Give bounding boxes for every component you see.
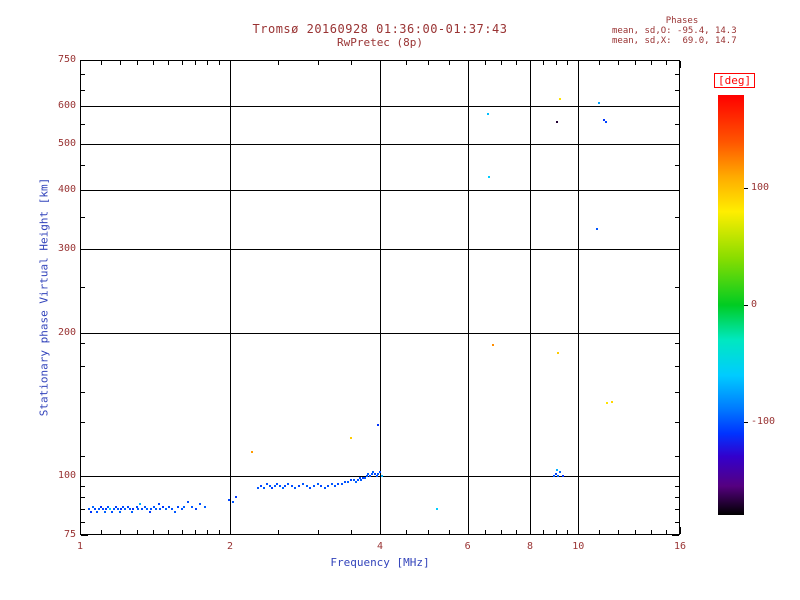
x-major-tick xyxy=(680,527,681,534)
colorbar-tick-label: 0 xyxy=(751,299,758,310)
x-tick-label: 6 xyxy=(464,541,471,552)
phase-stats-o-mode: mean, sd,O: -95.4, 14.3 xyxy=(612,26,737,36)
x-tick-label: 16 xyxy=(673,541,687,552)
colorbar-unit-label: [deg] xyxy=(714,73,756,88)
y-axis-title: Stationary phase Virtual Height [km] xyxy=(37,177,51,417)
y-tick-label: 500 xyxy=(57,137,76,149)
y-tick-label: 100 xyxy=(57,469,76,481)
colorbar-tick xyxy=(744,421,748,423)
colorbar-tick xyxy=(744,305,748,306)
x-tick-label: 2 xyxy=(226,541,234,552)
y-tick-label: 600 xyxy=(57,100,76,111)
plot-subtitle: RwPretec (8p) xyxy=(336,36,424,49)
x-tick-label: 4 xyxy=(376,541,384,552)
y-tick-label: 750 xyxy=(57,54,76,65)
plot-title: Tromsø 20160928 01:36:00-01:37:43 xyxy=(252,22,508,36)
y-major-tick xyxy=(81,535,88,536)
x-tick-label: 8 xyxy=(526,541,534,552)
colorbar xyxy=(718,95,744,515)
y-tick-label: 75 xyxy=(63,529,76,540)
x-axis-title: Frequency [MHz] xyxy=(330,556,430,569)
phase-stats-x-mode: mean, sd,X: 69.0, 14.7 xyxy=(612,36,737,46)
x-major-tick xyxy=(680,61,681,68)
x-tick-label: 10 xyxy=(572,541,585,552)
y-major-tick xyxy=(672,535,679,536)
plot-area xyxy=(80,60,680,535)
colorbar-tick-label: -100 xyxy=(751,415,776,427)
colorbar-tick-label: 100 xyxy=(751,182,770,194)
phase-stats: Phases mean, sd,O: -95.4, 14.3 mean, sd,… xyxy=(612,16,752,46)
colorbar-tick xyxy=(744,188,748,190)
x-tick-label: 1 xyxy=(76,541,84,552)
phase-stats-header: Phases xyxy=(665,16,699,26)
